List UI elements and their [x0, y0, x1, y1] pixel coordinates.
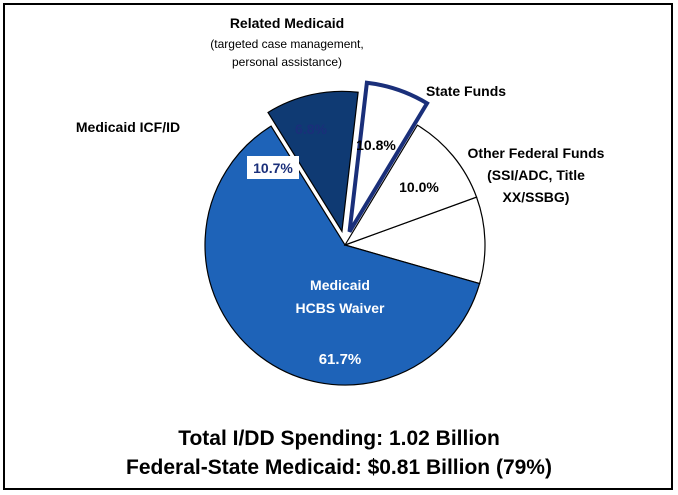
- pie-slice-hcbs: [204, 125, 481, 386]
- label-hcbs-line2: HCBS Waiver: [296, 300, 386, 316]
- label-icf: Medicaid ICF/ID: [76, 119, 180, 135]
- value-label-hcbs: 61.7%: [319, 351, 362, 368]
- label-other-federal-line3: XX/SSBG): [503, 189, 570, 205]
- label-other-federal-line1: Other Federal Funds: [468, 145, 605, 161]
- label-hcbs-line1: Medicaid: [310, 277, 370, 293]
- icf-value-box: [247, 156, 299, 179]
- pie-slice-other-federal: [343, 196, 486, 285]
- value-label-related: 6.8%: [295, 121, 327, 137]
- label-state: State Funds: [426, 83, 506, 99]
- pie-slice-state: [343, 124, 478, 247]
- pie-slice-related: [347, 80, 430, 233]
- value-label-other-federal: 10.0%: [399, 179, 439, 195]
- label-related: Related Medicaid: [230, 15, 344, 31]
- pie-slice-icf: [267, 90, 359, 234]
- footer-medicaid-spending: Federal-State Medicaid: $0.81 Billion (7…: [126, 456, 552, 479]
- value-label-state: 10.8%: [356, 137, 396, 153]
- footer-total-spending: Total I/DD Spending: 1.02 Billion: [178, 427, 500, 450]
- label-related-sub1: (targeted case management,: [210, 37, 363, 51]
- label-other-federal-line2: (SSI/ADC, Title: [487, 167, 585, 183]
- value-label-icf: 10.7%: [253, 160, 293, 176]
- label-related-sub2: personal assistance): [232, 55, 342, 69]
